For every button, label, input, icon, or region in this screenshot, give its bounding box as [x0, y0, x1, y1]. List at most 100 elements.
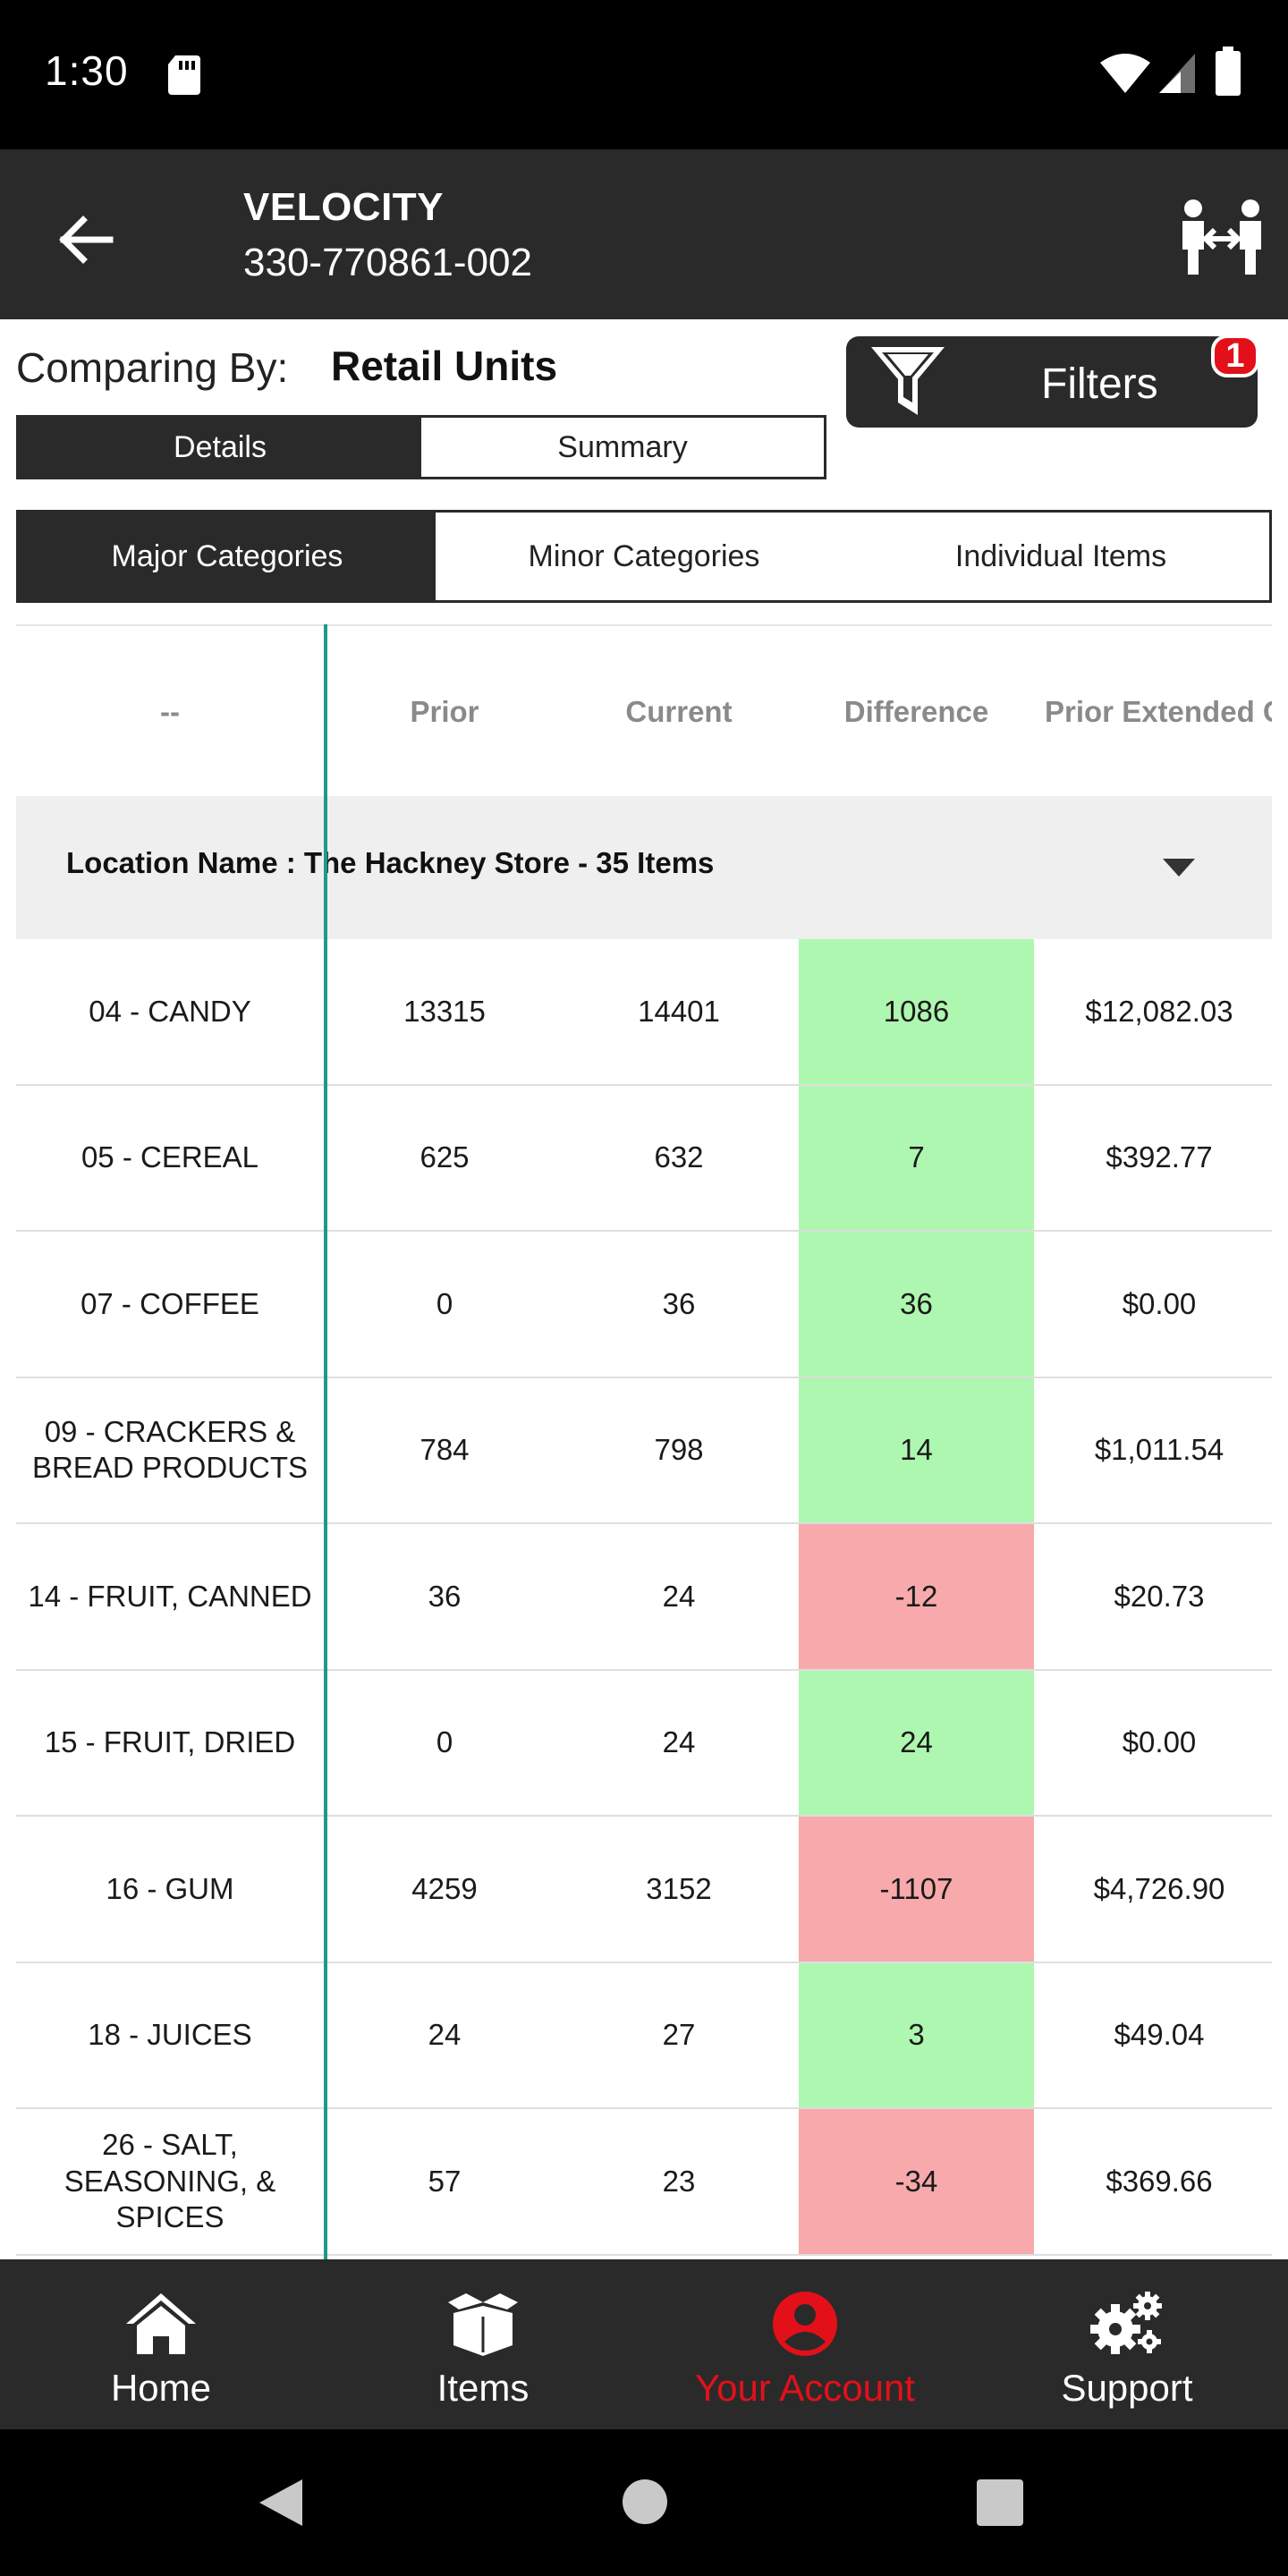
comparison-table[interactable]: -- Prior Current Difference Prior Extend…	[16, 624, 1272, 2259]
prior-extended-cell: $4,726.90	[1093, 1871, 1225, 1905]
comparing-by-label: Comparing By:	[16, 344, 289, 391]
category-name-cell: 16 - GUM	[106, 1871, 234, 1905]
prior-extended-cell: $1,011.54	[1094, 1433, 1224, 1467]
table-body: 04 - CANDY 13315 14401 1086 $12,082.03 05 - C…	[16, 939, 1272, 2256]
current-cell: 23	[662, 2164, 696, 2198]
prior-extended-cell: $0.00	[1122, 1725, 1197, 1759]
chevron-down-icon[interactable]	[1161, 857, 1197, 878]
wifi-icon	[1100, 54, 1150, 93]
current-cell: 27	[662, 2018, 696, 2052]
filters-label: Filters	[1041, 360, 1158, 408]
tab-summary[interactable]: Summary	[421, 418, 824, 477]
nav-your-account[interactable]: Your Account	[644, 2259, 966, 2429]
tab-minor-categories[interactable]: Minor Categories	[436, 513, 852, 600]
system-home-icon[interactable]	[623, 2479, 667, 2524]
system-recents-icon[interactable]	[977, 2479, 1023, 2526]
category-name-cell: 15 - FRUIT, DRIED	[44, 1725, 296, 1759]
difference-cell: 1086	[799, 939, 1034, 1084]
page-title: VELOCITY	[243, 185, 445, 229]
back-button[interactable]	[47, 201, 123, 278]
prior-cell: 57	[428, 2164, 462, 2198]
status-bar: 1:30	[0, 0, 1288, 149]
nav-items-label: Items	[436, 2367, 530, 2409]
nav-support[interactable]: Support	[966, 2259, 1288, 2429]
table-header: -- Prior Current Difference Prior Extend…	[16, 624, 1272, 796]
column-header-current[interactable]: Current	[625, 695, 733, 728]
category-name-cell: 18 - JUICES	[88, 2018, 252, 2052]
current-cell: 14401	[638, 994, 720, 1028]
filters-button[interactable]: Filters	[846, 336, 1258, 428]
current-cell: 3152	[646, 1871, 712, 1905]
nav-support-label: Support	[1061, 2367, 1193, 2409]
current-cell: 36	[662, 1286, 696, 1320]
filters-count-badge: 1	[1211, 335, 1259, 377]
prior-cell: 0	[436, 1725, 453, 1759]
battery-icon	[1216, 47, 1241, 96]
table-row[interactable]: 26 - SALT, SEASONING, & SPICES 57 23 -34 $36…	[16, 2109, 1272, 2256]
current-cell: 798	[654, 1433, 704, 1467]
category-tabs: Major Categories Minor Categories Indivi…	[16, 510, 1272, 603]
table-row[interactable]: 04 - CANDY 13315 14401 1086 $12,082.03	[16, 939, 1272, 1086]
difference-cell: 14	[799, 1377, 1034, 1522]
nav-home[interactable]: Home	[0, 2259, 322, 2429]
column-header-prior[interactable]: Prior	[410, 695, 479, 728]
nav-items[interactable]: Items	[322, 2259, 644, 2429]
prior-cell: 625	[419, 1140, 470, 1174]
prior-extended-cell: $20.73	[1114, 1579, 1205, 1613]
prior-extended-cell: $0.00	[1122, 1286, 1197, 1320]
prior-extended-cell: $392.77	[1106, 1140, 1213, 1174]
table-row[interactable]: 07 - COFFEE 0 36 36 $0.00	[16, 1232, 1272, 1378]
column-header-difference[interactable]: Difference	[843, 695, 989, 728]
frozen-column-divider	[324, 624, 327, 2259]
home-icon	[126, 2293, 196, 2354]
category-name-cell: 26 - SALT, SEASONING, & SPICES	[64, 2128, 276, 2233]
prior-cell: 0	[436, 1286, 453, 1320]
table-row[interactable]: 05 - CEREAL 625 632 7 $392.77	[16, 1085, 1272, 1232]
location-group-label: Location Name : The Hackney Store - 35 I…	[66, 846, 715, 879]
difference-cell: 7	[799, 1085, 1034, 1230]
system-navigation-bar	[0, 2429, 1288, 2576]
table-row[interactable]: 14 - FRUIT, CANNED 36 24 -12 $20.73	[16, 1524, 1272, 1671]
gears-icon	[1090, 2292, 1162, 2354]
category-name-cell: 07 - COFFEE	[80, 1286, 259, 1320]
category-name-cell: 04 - CANDY	[89, 994, 251, 1028]
bottom-navigation: Home Items Your Account	[0, 2259, 1288, 2429]
account-icon	[773, 2292, 837, 2356]
box-icon	[448, 2293, 518, 2356]
view-toggle: Details Summary	[16, 415, 826, 479]
tab-individual-items[interactable]: Individual Items	[852, 513, 1269, 600]
prior-extended-cell: $369.66	[1106, 2164, 1213, 2198]
tab-details[interactable]: Details	[19, 418, 421, 477]
category-name-cell: 09 - CRACKERS & BREAD PRODUCTS	[31, 1415, 309, 1485]
table-row[interactable]: 09 - CRACKERS & BREAD PRODUCTS 784 798 14 $1…	[16, 1377, 1272, 1524]
difference-cell: 3	[799, 1962, 1034, 2107]
current-cell: 24	[662, 1725, 696, 1759]
signal-icon	[1159, 54, 1195, 93]
difference-cell: 36	[799, 1232, 1034, 1377]
difference-cell: -12	[799, 1524, 1034, 1669]
table-row[interactable]: 18 - JUICES 24 27 3 $49.04	[16, 1962, 1272, 2109]
prior-cell: 36	[428, 1579, 462, 1613]
arrow-left-icon	[59, 216, 114, 264]
prior-cell: 13315	[403, 994, 486, 1028]
prior-cell: 4259	[411, 1871, 478, 1905]
compare-users-button[interactable]	[1179, 198, 1265, 276]
prior-cell: 24	[428, 2018, 462, 2052]
table-row[interactable]: 16 - GUM 4259 3152 -1107 $4,726.90	[16, 1817, 1272, 1963]
column-header-name: --	[160, 695, 180, 728]
account-number: 330-770861-002	[243, 241, 532, 284]
category-name-cell: 14 - FRUIT, CANNED	[28, 1579, 312, 1613]
system-back-icon[interactable]	[256, 2476, 306, 2529]
difference-cell: -34	[799, 2109, 1034, 2254]
tab-major-categories[interactable]: Major Categories	[19, 513, 436, 600]
comparing-by-value[interactable]: Retail Units	[331, 343, 558, 389]
sd-card-icon	[168, 55, 200, 95]
location-group-header[interactable]: Location Name : The Hackney Store - 35 I…	[16, 796, 1272, 939]
current-cell: 24	[662, 1579, 696, 1613]
prior-cell: 784	[419, 1433, 470, 1467]
prior-extended-cell: $49.04	[1114, 2018, 1205, 2052]
category-name-cell: 05 - CEREAL	[80, 1140, 259, 1174]
current-cell: 632	[654, 1140, 704, 1174]
column-header-prior-extended[interactable]: Prior Extended C	[1045, 695, 1272, 728]
table-row[interactable]: 15 - FRUIT, DRIED 0 24 24 $0.00	[16, 1670, 1272, 1817]
